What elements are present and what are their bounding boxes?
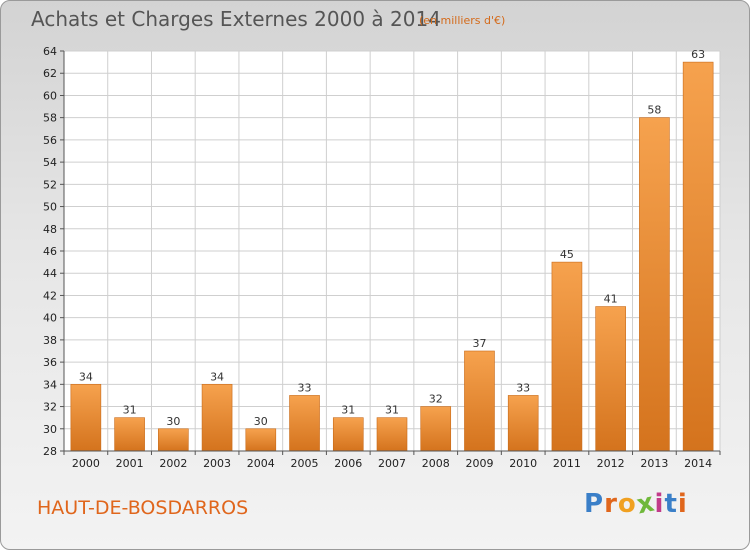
logo-letter: i (677, 489, 688, 519)
y-tick-label: 34 (43, 378, 57, 391)
bar (464, 350, 495, 452)
y-tick-label: 44 (43, 267, 57, 280)
bar (376, 417, 408, 452)
y-tick-label: 36 (43, 356, 57, 369)
y-tick-label: 56 (43, 134, 57, 147)
bar (682, 61, 714, 452)
proxiti-logo: Proxiti (584, 487, 688, 520)
x-tick-label: 2014 (684, 457, 712, 470)
x-tick-label: 2007 (378, 457, 406, 470)
logo-letter: i (654, 489, 665, 519)
bar-value-label: 31 (123, 404, 137, 417)
bar (70, 384, 102, 452)
y-tick-label: 46 (43, 245, 57, 258)
y-tick-label: 52 (43, 178, 57, 191)
bar (639, 117, 670, 452)
y-tick-label: 30 (43, 423, 57, 436)
x-tick-label: 2006 (334, 457, 362, 470)
bar (420, 406, 452, 452)
bar-value-label: 31 (341, 404, 355, 417)
bar (507, 395, 539, 452)
y-tick-label: 38 (43, 334, 57, 347)
bar (158, 428, 189, 452)
bar (114, 417, 145, 452)
bar-value-label: 30 (254, 415, 268, 428)
bar-value-label: 30 (166, 415, 180, 428)
axes (60, 50, 721, 455)
chart-title: Achats et Charges Externes 2000 à 2014 (31, 7, 441, 31)
x-tick-label: 2001 (116, 457, 144, 470)
bar-value-label: 32 (429, 393, 443, 406)
bar (289, 395, 320, 452)
x-tick-label: 2000 (72, 457, 100, 470)
bar-value-label: 45 (560, 248, 574, 261)
y-tick-label: 48 (43, 223, 57, 236)
logo-letter: P (584, 489, 605, 519)
y-tick-label: 40 (43, 312, 57, 325)
bar (595, 306, 626, 452)
x-tick-label: 2009 (465, 457, 493, 470)
y-tick-label: 50 (43, 201, 57, 214)
x-tick-label: 2013 (640, 457, 668, 470)
bar-value-label: 37 (472, 337, 486, 350)
x-tick-label: 2010 (509, 457, 537, 470)
logo-letter: o (617, 489, 637, 519)
x-tick-label: 2004 (247, 457, 275, 470)
bar-value-label: 33 (516, 381, 530, 394)
y-tick-label: 62 (43, 67, 57, 80)
bar (245, 428, 277, 452)
y-tick-label: 64 (43, 45, 57, 58)
commune-name: HAUT-DE-BOSDARROS (37, 497, 249, 519)
x-tick-label: 2011 (553, 457, 581, 470)
y-tick-label: 60 (43, 89, 57, 102)
x-tick-label: 2008 (422, 457, 450, 470)
y-tick-label: 28 (43, 445, 57, 458)
y-tick-label: 42 (43, 289, 57, 302)
x-tick-label: 2005 (291, 457, 319, 470)
bar (551, 261, 583, 452)
bar-value-label: 33 (298, 381, 312, 394)
bar-value-label: 34 (210, 370, 224, 383)
x-tick-label: 2002 (159, 457, 187, 470)
y-tick-label: 32 (43, 401, 57, 414)
labels: 28 30 32 34 36 38 40 42 44 46 48 50 52 54 56 58 60 62 64 34… (43, 45, 712, 470)
bar (201, 384, 233, 452)
y-tick-label: 58 (43, 112, 57, 125)
bar-value-label: 34 (79, 370, 93, 383)
x-tick-label: 2003 (203, 457, 231, 470)
bars (70, 61, 714, 452)
bar-value-label: 58 (647, 104, 661, 117)
bar-value-label: 41 (604, 293, 618, 306)
chart-subtitle: (en milliers d'€) (419, 14, 506, 27)
logo-letter: r (604, 489, 618, 519)
bar-value-label: 31 (385, 404, 399, 417)
bar-value-label: 63 (691, 48, 705, 61)
x-tick-label: 2012 (597, 457, 625, 470)
bar (332, 417, 364, 452)
y-tick-label: 54 (43, 156, 57, 169)
logo-letter: t (664, 489, 678, 519)
